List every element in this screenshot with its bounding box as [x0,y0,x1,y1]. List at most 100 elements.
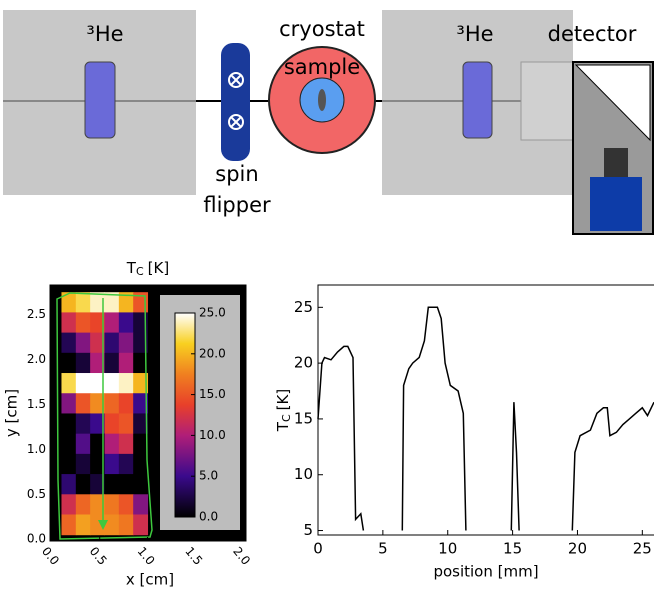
heat-cell [90,373,105,394]
colorbar-label: 0.0 [199,510,218,524]
sample-outline [56,292,153,540]
heat-cell [75,292,91,313]
heat-cell [90,433,105,455]
colorbar [174,312,196,518]
x-tick-label: 0.5 [87,544,110,568]
heat-cell [61,413,77,435]
heat-cell [61,393,77,414]
heat-cell [104,312,120,334]
spin-flipper [221,43,250,161]
heat-cell [118,413,134,435]
heat-cell [61,332,77,354]
y-tick-label: 0.5 [27,487,46,501]
heat-cell [133,494,149,516]
heat-cell [90,292,105,313]
x-tick-label: 20 [568,540,587,558]
x-tick-label: 2.0 [230,544,253,568]
ylabel: T [274,421,292,432]
heat-cell [133,373,149,394]
x-tick-label: 0.0 [39,544,62,568]
colorbar-label: 20.0 [199,346,226,360]
label: flipper [203,193,271,217]
heat-cell [104,474,120,495]
heat-cell [61,453,77,475]
heat-cell [75,352,91,374]
y-label: y [cm] [3,389,21,437]
label: spin [215,162,258,186]
heat-cell [75,373,91,394]
heat-cell [61,292,77,313]
y-tick-label: 0.0 [27,532,46,546]
heat-cell [118,312,134,334]
heat-cell [75,494,91,516]
heat-cell [61,494,77,516]
heat-cell [133,433,149,455]
label: ³He [86,22,123,46]
colorbar-label: 25.0 [199,306,226,320]
heat-cell [90,312,105,334]
field-symbol [228,72,244,130]
heat-cell [133,393,149,414]
label: ³He [456,22,493,46]
heat-cell [90,332,105,354]
heat-cell [61,514,77,536]
heat-cell [90,474,105,495]
heat-cell [118,514,134,536]
sample-core [318,89,326,111]
y-tick-label: 5 [303,521,313,539]
tc-profile [317,306,654,531]
heat-cell [133,474,149,495]
heat-cell [75,433,91,455]
heat-cell [133,413,149,435]
heat-cell [90,413,105,435]
heat-cell [104,514,120,536]
heat-cell [118,292,134,313]
x-label: position [mm] [433,563,538,581]
heat-cell [61,474,77,495]
heat-cell [118,352,134,374]
heat-cell [90,453,105,475]
heat-cell [118,433,134,455]
he3-cell [84,61,116,139]
y-tick-label: 10 [294,465,313,483]
y-tick-label: 2.5 [27,307,46,321]
title-unit: [K] [148,259,170,277]
heat-cell [75,474,91,495]
heat-cell [118,474,134,495]
title: T [126,259,137,277]
y-tick-label: 2.0 [27,352,46,366]
heat-cell [104,292,120,313]
heat-cell [104,332,120,354]
heat-cell [90,494,105,516]
heat-cell [104,494,120,516]
heat-cell [90,352,105,374]
detector-window [520,61,574,141]
x-tick-label: 0 [313,540,323,558]
heat-cell [104,393,120,414]
he3-cell [462,61,493,139]
colorbar-label: 15.0 [199,387,226,401]
colorbar-label: 5.0 [199,469,218,483]
heat-cell [133,453,149,475]
y-label: TC [K] [274,389,294,432]
x-tick-label: 1.5 [182,544,205,568]
title-sub: C [136,265,144,278]
camera [604,148,628,177]
y-tick-label: 15 [294,409,313,427]
axes-frame [317,284,654,536]
heat-cell [104,373,120,394]
heat-cell [118,453,134,475]
heat-cell [75,514,91,536]
heat-cell [75,413,91,435]
x-tick-label: 5 [378,540,388,558]
heat-cell [61,433,77,455]
heat-cell [133,312,149,334]
heat-cell [133,352,149,374]
heat-cell [61,352,77,374]
y-tick-label: 25 [294,298,313,316]
colorbar-panel [160,295,240,530]
heat-cell [118,393,134,414]
label: detector [548,22,637,46]
camera-body [590,177,642,231]
